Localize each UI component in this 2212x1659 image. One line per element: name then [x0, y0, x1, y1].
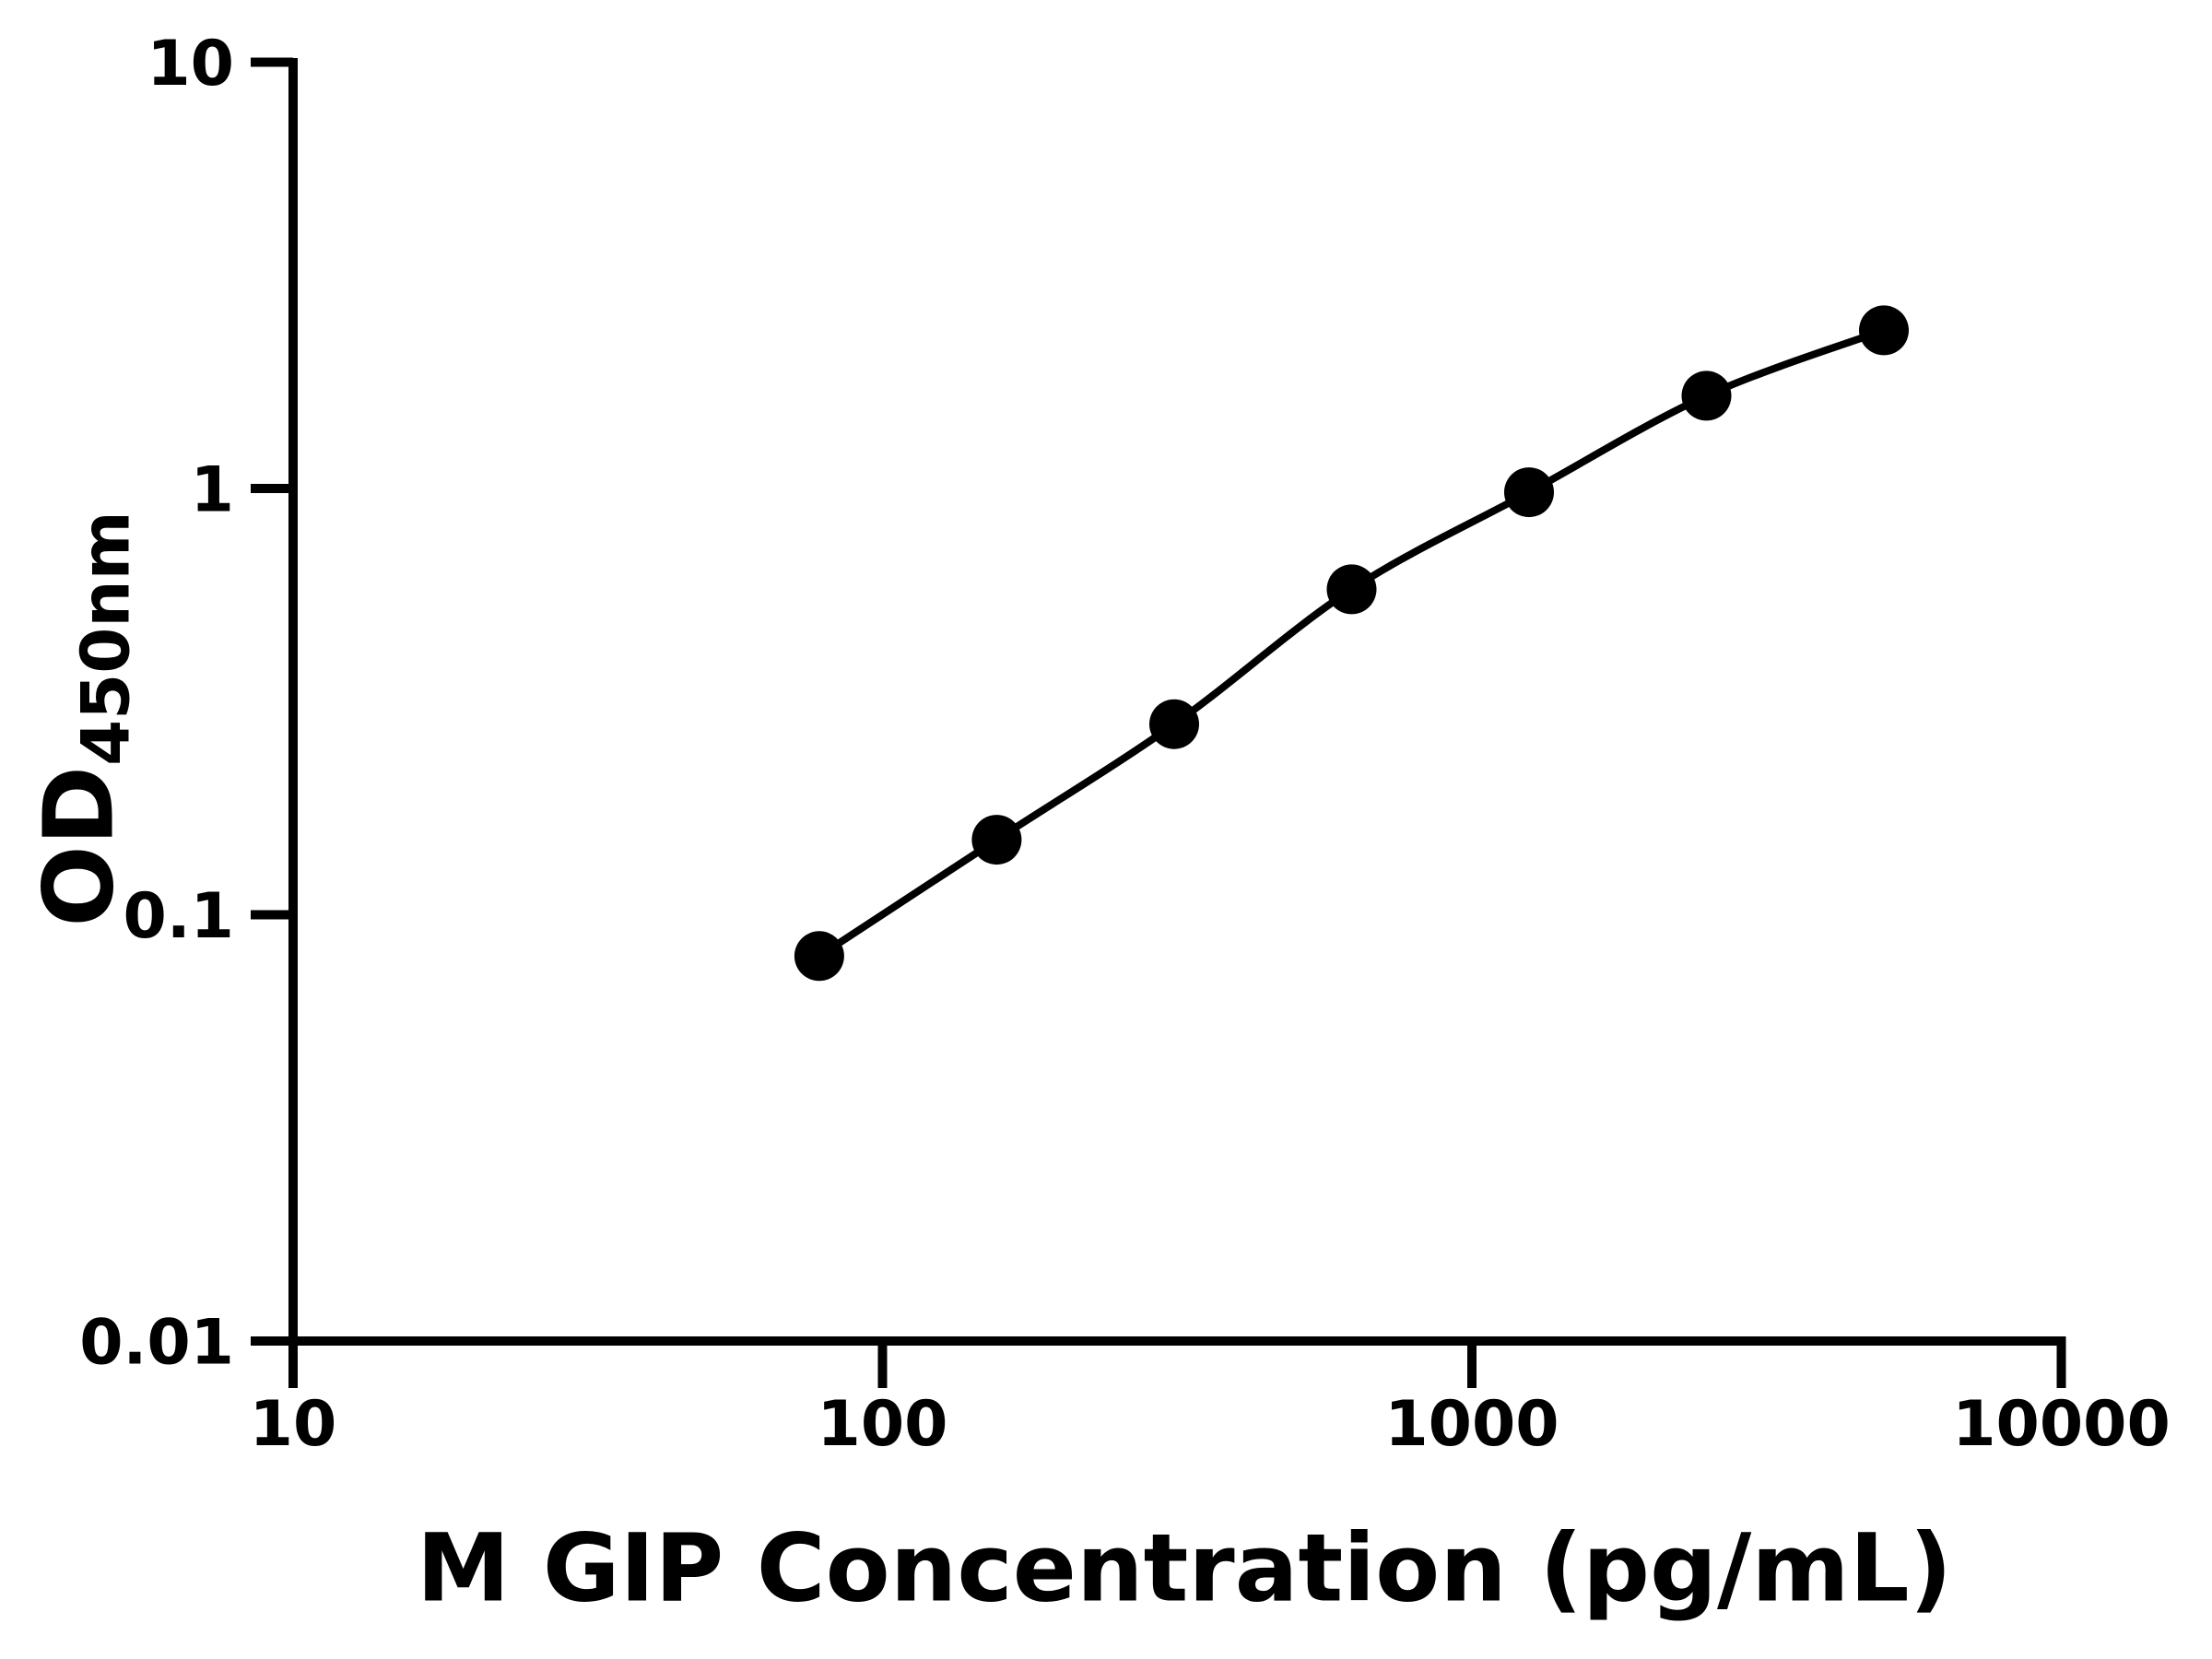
- data-point: [794, 931, 844, 982]
- data-point: [1149, 699, 1199, 749]
- data-point: [971, 815, 1022, 865]
- y-tick-label: 0.01: [79, 1306, 234, 1379]
- data-point: [1859, 305, 1909, 356]
- y-axis-title: OD450nm: [23, 511, 145, 926]
- y-tick-label: 1: [191, 453, 234, 526]
- x-tick-label: 10000: [1952, 1388, 2171, 1461]
- y-tick-label: 10: [147, 28, 234, 100]
- y-axis-title-subscript: 450nm: [66, 511, 145, 766]
- y-axis-title-main: OD: [22, 765, 135, 927]
- x-tick-label: 100: [818, 1388, 948, 1461]
- x-tick-label: 10: [250, 1388, 337, 1461]
- standard-curve-line: [817, 326, 1886, 959]
- x-axis-title: M GIP Concentration (pg/mL): [416, 1513, 1953, 1624]
- data-point: [1504, 467, 1554, 518]
- x-tick-label: 1000: [1384, 1388, 1559, 1461]
- y-tick-label: 0.1: [124, 880, 234, 953]
- data-point: [1681, 371, 1732, 421]
- data-point: [1326, 564, 1377, 615]
